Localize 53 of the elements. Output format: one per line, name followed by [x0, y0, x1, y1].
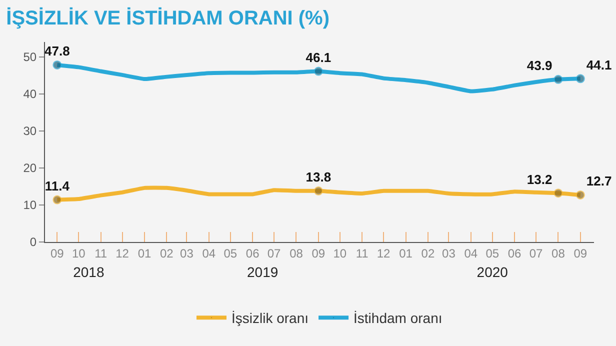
x-tick-label: 12 [376, 246, 391, 260]
x-tick-label: 04 [464, 246, 478, 260]
data-label: 44.1 [586, 57, 612, 72]
x-tick-label: 07 [267, 246, 282, 260]
point [314, 66, 323, 76]
point [554, 188, 563, 198]
data-label: 13.2 [526, 172, 552, 187]
y-tick-label: 30 [23, 124, 37, 138]
x-tick-label: 09 [574, 246, 588, 260]
x-tick-label: 09 [50, 246, 64, 260]
x-tick-label: 03 [442, 246, 456, 260]
x-tick-label: 05 [224, 246, 238, 260]
data-label: 43.9 [526, 58, 552, 74]
x-tick-label: 06 [246, 246, 260, 260]
point [52, 60, 62, 70]
data-label: 13.8 [306, 170, 332, 185]
x-tick-label: 10 [72, 246, 86, 260]
data-label: 12.7 [586, 174, 612, 189]
point [554, 74, 563, 84]
data-label: 47.8 [44, 44, 70, 59]
x-tick-label: 08 [290, 246, 304, 260]
y-tick-label: 40 [23, 87, 37, 102]
x-tick-label: 01 [138, 246, 152, 260]
chart-title: İŞSİZLİK VE İSTİHDAM ORANI (%) [6, 6, 330, 30]
y-tick-label: 50 [23, 50, 37, 64]
data-label: 11.4 [44, 178, 70, 194]
x-tick-label: 12 [116, 246, 130, 260]
x-tick-label: 11 [94, 246, 108, 260]
x-tick-label: 10 [333, 246, 347, 260]
y-tick-label: 20 [23, 161, 37, 176]
x-tick-label: 02 [421, 246, 435, 260]
point [576, 74, 585, 84]
x-tick-label: 06 [508, 246, 522, 260]
x-tick-label: 04 [202, 246, 216, 260]
x-tick-label: 07 [529, 246, 544, 260]
x2-tick-label: 2020 [476, 264, 508, 280]
x-tick-label: 11 [356, 246, 369, 260]
data-label: 46.1 [306, 50, 332, 66]
x2-tick-label: 2019 [247, 264, 278, 280]
legend-label: İşsizlik oranı [232, 310, 309, 326]
point [314, 186, 323, 196]
legend-label: İstihdam oranı [354, 310, 442, 326]
x-tick-label: 02 [160, 246, 174, 260]
x-tick-label: 01 [399, 246, 413, 260]
x2-tick-label: 2018 [73, 264, 104, 280]
x-tick-label: 05 [486, 246, 500, 260]
y-tick-label: 10 [23, 198, 37, 212]
x-tick-label: 03 [180, 246, 194, 260]
x-tick-label: 08 [552, 246, 566, 260]
point [576, 190, 585, 200]
point [52, 195, 62, 204]
y-tick-label: 0 [30, 235, 37, 250]
x-tick-label: 09 [312, 246, 326, 260]
